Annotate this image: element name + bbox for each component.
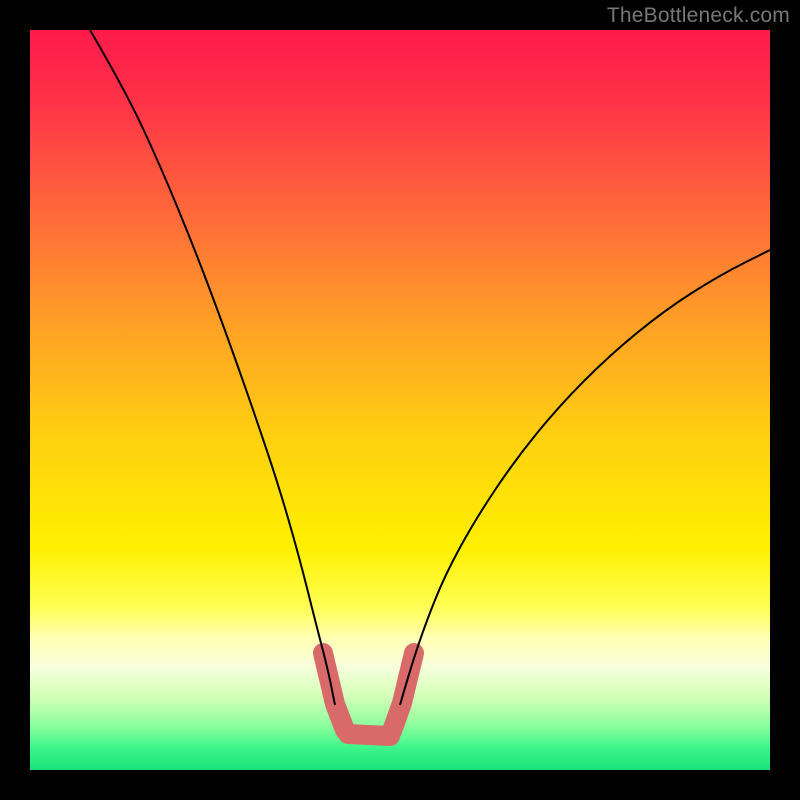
watermark-text: TheBottleneck.com bbox=[607, 4, 790, 28]
chart-svg bbox=[30, 30, 770, 770]
outer-frame: TheBottleneck.com bbox=[0, 0, 800, 800]
gradient-background bbox=[30, 30, 770, 770]
